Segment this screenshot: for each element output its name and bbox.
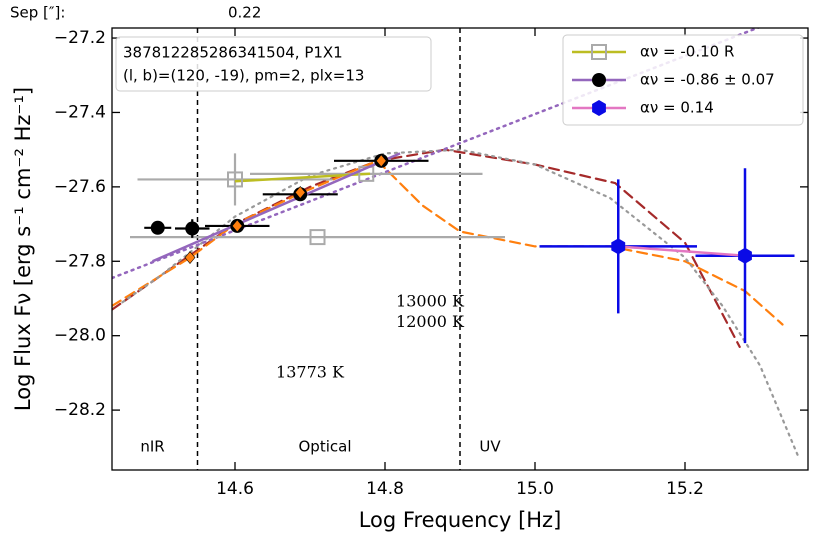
- legend-label: αν = -0.86 ± 0.07: [640, 71, 775, 89]
- y-axis-label: Log Flux Fν [erg s⁻¹ cm⁻² Hz⁻¹]: [11, 87, 35, 411]
- model-curve: [121, 148, 799, 456]
- marker-diamond: [231, 219, 243, 233]
- marker-circle: [150, 220, 165, 235]
- x-tick-label: 15.0: [516, 479, 554, 499]
- marker-diamond: [294, 185, 306, 199]
- y-tick-label: −27.4: [54, 102, 106, 122]
- x-tick-label: 15.2: [666, 479, 704, 499]
- y-tick-label: −28.2: [54, 400, 106, 420]
- y-tick-label: −27.2: [54, 28, 106, 48]
- marker-hexagon: [611, 238, 626, 255]
- legend-box: [562, 34, 804, 126]
- marker-square: [227, 171, 243, 188]
- x-tick-label: 14.6: [216, 479, 254, 499]
- legend-label: αν = 0.14: [640, 99, 714, 117]
- marker-diamond: [184, 251, 196, 265]
- y-tick-label: −28.0: [54, 326, 106, 346]
- info-line: (l, b)=(120, -19), pm=2, plx=13: [123, 67, 364, 85]
- marker-square: [591, 44, 607, 60]
- region-label: nIR: [140, 438, 164, 456]
- info-box: [115, 36, 432, 92]
- header-label: Sep [″]:: [10, 4, 65, 22]
- marker-circle: [185, 221, 200, 236]
- info-line: 387812285286341504, P1X1: [123, 44, 343, 62]
- x-axis-label: Log Frequency [Hz]: [359, 508, 562, 532]
- region-label: Optical: [299, 438, 352, 456]
- plot-area: [112, 28, 799, 470]
- region-label: UV: [479, 438, 501, 456]
- y-tick-label: −27.6: [54, 177, 106, 197]
- fit-line: [618, 245, 746, 257]
- curve-label: 13773 K: [276, 362, 345, 381]
- marker-hexagon: [592, 100, 606, 116]
- curve-label: 13000 K: [396, 292, 465, 311]
- legend-label: αν = -0.10 R: [640, 43, 734, 61]
- plot-frame: [111, 27, 809, 471]
- marker-circle: [592, 73, 606, 87]
- curve-label: 12000 K: [396, 312, 465, 331]
- x-tick-label: 14.8: [366, 479, 404, 499]
- marker-hexagon: [738, 247, 752, 264]
- marker-square: [309, 229, 326, 246]
- fit-line: [152, 152, 401, 263]
- y-tick-label: −27.8: [54, 251, 106, 271]
- header-value: 0.22: [228, 4, 261, 22]
- marker-diamond: [375, 154, 387, 168]
